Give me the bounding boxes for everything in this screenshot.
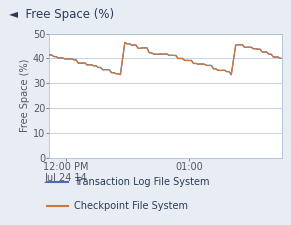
- Text: ◄  Free Space (%): ◄ Free Space (%): [9, 8, 114, 21]
- Text: Transaction Log File System: Transaction Log File System: [74, 177, 210, 187]
- Y-axis label: Free Space (%): Free Space (%): [20, 59, 30, 132]
- Text: Checkpoint File System: Checkpoint File System: [74, 201, 189, 211]
